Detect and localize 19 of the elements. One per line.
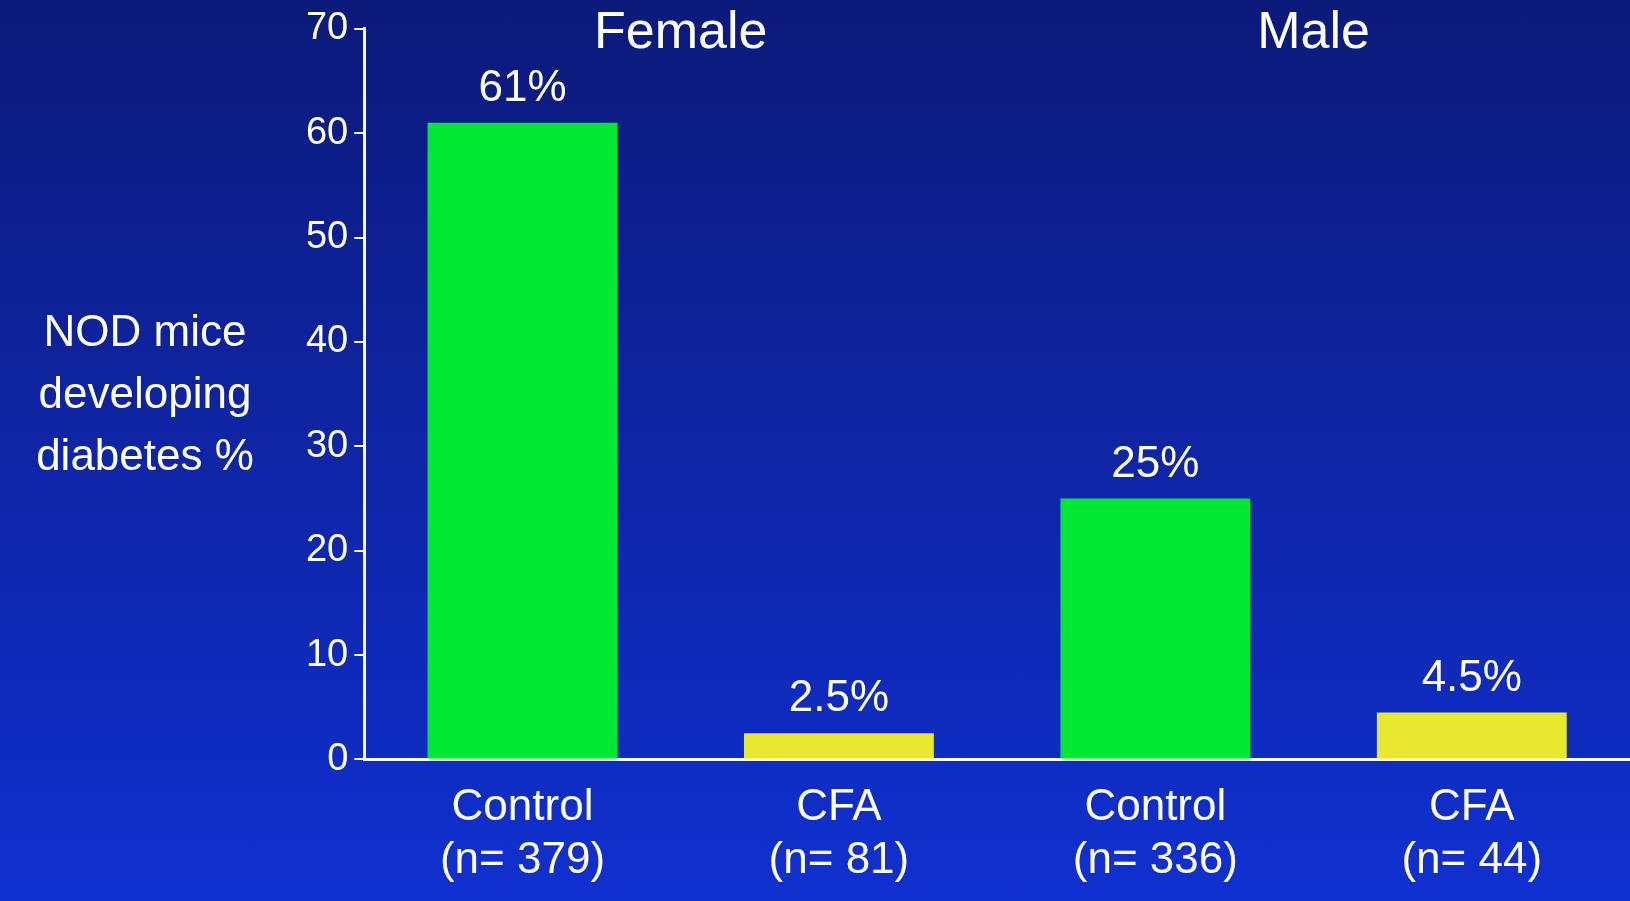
y-tick-label: 70: [305, 5, 349, 48]
y-tick-label: 0: [327, 735, 349, 778]
x-tick-label: CFA (n= 81): [768, 779, 910, 882]
data-label: 4.5%: [1421, 650, 1522, 700]
y-tick-label: 60: [305, 109, 349, 152]
x-tick-label: Control (n= 379): [439, 779, 606, 882]
x-tick-label: Control (n= 336): [1072, 779, 1238, 882]
data-label: 2.5%: [788, 671, 890, 721]
y-axis-title: NOD mice developing diabetes %: [35, 305, 255, 481]
y-tick-label: 10: [305, 631, 349, 674]
data-label: 61%: [478, 60, 567, 110]
y-tick-label: 50: [305, 214, 349, 257]
y-tick-label: 20: [305, 527, 349, 570]
x-tick-label: CFA (n= 44): [1401, 779, 1543, 882]
annotation: Female: [594, 1, 768, 60]
y-tick-label: 40: [305, 318, 349, 361]
y-tick-label: 30: [305, 422, 349, 465]
annotation: Male: [1257, 1, 1370, 60]
data-label: 25%: [1111, 436, 1200, 486]
